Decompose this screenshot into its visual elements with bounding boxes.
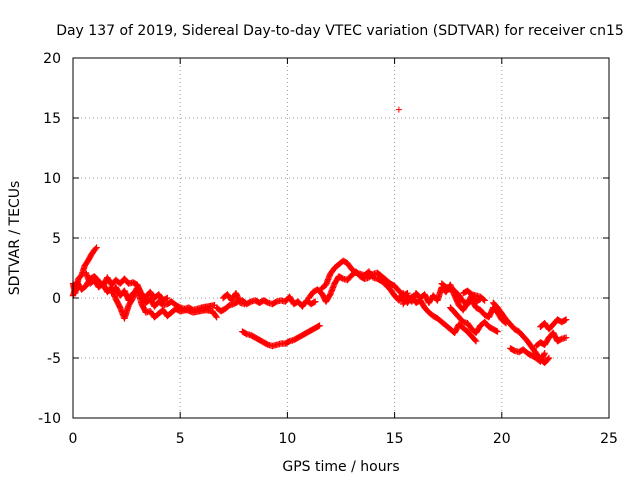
x-tick-label: 15: [386, 431, 404, 447]
data-point: [544, 355, 552, 363]
x-tick-label: 10: [278, 431, 296, 447]
data-point: [481, 297, 488, 304]
x-tick-label: 5: [176, 431, 185, 447]
data-point: [472, 337, 479, 344]
data-point: [92, 245, 99, 252]
x-axis-label: GPS time / hours: [282, 459, 399, 475]
data-point: [494, 328, 501, 335]
y-tick-label: 5: [52, 231, 61, 247]
grid-lines: [73, 58, 609, 418]
data-point: [241, 300, 248, 308]
data-point: [472, 338, 480, 345]
data-point: [562, 334, 570, 341]
data-points: [69, 106, 570, 366]
data-point: [164, 294, 171, 302]
y-tick-label: -10: [38, 411, 61, 427]
y-axis-label: SDTVAR / TECUs: [7, 181, 23, 296]
data-point: [312, 298, 319, 305]
data-point: [93, 244, 100, 251]
axis-ticks: 0 5 10 15 20 25 -10 -5 0 5 10 15 20: [38, 51, 618, 447]
data-point: [316, 322, 323, 329]
x-tick-label: 20: [493, 431, 511, 447]
data-point: [541, 350, 548, 357]
data-point: [213, 314, 220, 321]
y-tick-label: 15: [43, 111, 61, 127]
outlier-point: [395, 106, 402, 113]
x-tick-label: 0: [69, 431, 78, 447]
data-point: [540, 351, 548, 358]
y-tick-label: 0: [52, 291, 61, 307]
x-tick-label: 25: [600, 431, 618, 447]
y-tick-label: 20: [43, 51, 61, 67]
data-point: [212, 312, 219, 320]
chart-title: Day 137 of 2019, Sidereal Day-to-day VTE…: [56, 23, 624, 39]
data-point: [545, 354, 553, 362]
y-tick-label: -5: [47, 351, 61, 367]
data-point: [480, 296, 487, 303]
y-tick-label: 10: [43, 171, 61, 187]
data-point: [562, 316, 570, 323]
